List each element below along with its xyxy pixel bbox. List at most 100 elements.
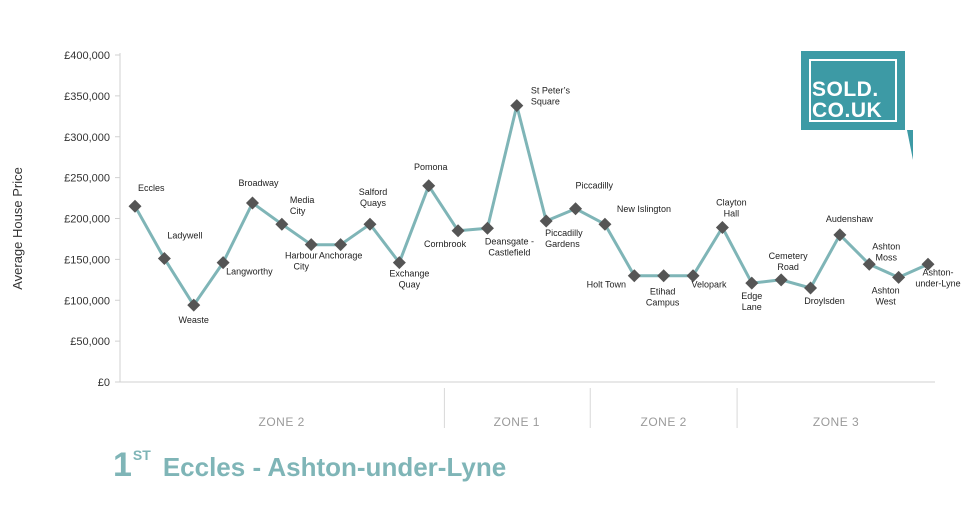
zone-label: ZONE 2 (259, 415, 305, 429)
point-label-line: Edge (741, 291, 762, 301)
point-label: New Islington (617, 204, 671, 214)
zone-label: ZONE 2 (640, 415, 686, 429)
point-label-line: Deansgate - (485, 236, 534, 246)
point-label-line: Lane (742, 302, 762, 312)
point-label-line: St Peter’s (531, 86, 571, 96)
data-point (921, 257, 935, 271)
point-label: Cornbrook (424, 239, 467, 249)
point-label: Harbour City (285, 251, 318, 272)
y-tick-label: £350,000 (64, 91, 110, 103)
point-label: Salford Quays (359, 187, 388, 208)
point-label-line: Square (531, 97, 560, 107)
point-label: Etihad Campus (646, 287, 680, 308)
data-point (892, 270, 906, 284)
data-point (451, 224, 465, 238)
data-point (833, 228, 847, 242)
data-point (157, 252, 171, 266)
point-label-line: Campus (646, 298, 680, 308)
zone-label: ZONE 3 (813, 415, 859, 429)
y-tick-label: £150,000 (64, 254, 110, 266)
point-label-line: Castlefield (488, 247, 530, 257)
y-tick-label: £250,000 (64, 173, 110, 185)
data-point (128, 199, 142, 213)
point-label: Broadway (238, 178, 279, 188)
data-point (745, 276, 759, 290)
route-rank-suffix: ST (132, 447, 151, 463)
data-point (422, 179, 436, 193)
point-label: Holt Town (587, 280, 626, 290)
point-label: Ladywell (167, 231, 202, 241)
point-label: Ashton West (872, 285, 900, 306)
point-label-line: Hall (724, 208, 740, 218)
point-label: St Peter’s Square (531, 86, 571, 107)
point-label: Ashton-under-Lyne (915, 267, 960, 288)
point-label-line: Piccadilly (545, 228, 583, 238)
logo-line-1: SOLD. (812, 78, 879, 101)
zone-label: ZONE 1 (494, 415, 540, 429)
point-label-line: Ashton (872, 285, 900, 295)
sold-co-uk-logo: SOLD. CO.UK (801, 51, 905, 130)
point-label: Anchorage (319, 251, 363, 261)
y-tick-label: £50,000 (70, 336, 110, 348)
route-heading: 1ST Eccles - Ashton-under-Lyne (113, 446, 506, 496)
point-label-line: City (293, 262, 309, 272)
point-label-line: Exchange (389, 269, 429, 279)
data-point (804, 281, 818, 295)
point-label-line: Gardens (545, 239, 580, 249)
data-point (715, 220, 729, 234)
point-label-line: Salford (359, 187, 388, 197)
data-point (774, 273, 788, 287)
y-tick-label: £200,000 (64, 214, 110, 226)
data-point (392, 256, 406, 270)
data-point (275, 217, 289, 231)
logo-line-2: CO.UK (812, 99, 883, 122)
point-label: Eccles (138, 183, 165, 193)
series-line (133, 104, 929, 307)
route-rank: 1 (113, 446, 132, 484)
logo-tail (907, 130, 913, 160)
point-label-line: Cemetery (769, 251, 809, 261)
point-label: Pomona (414, 162, 448, 172)
point-label-line: under-Lyne (915, 278, 960, 288)
point-label: Edge Lane (741, 291, 762, 312)
data-point (216, 256, 230, 270)
point-label-line: Road (777, 262, 799, 272)
point-label-line: West (875, 296, 896, 306)
point-label-line: Clayton (716, 197, 747, 207)
point-label: Clayton Hall (716, 197, 747, 218)
data-point (334, 238, 348, 252)
data-point (569, 202, 583, 216)
point-label: Weaste (179, 315, 209, 325)
data-point (627, 269, 641, 283)
point-label: Piccadilly (576, 181, 614, 191)
point-label: Droylsden (804, 296, 845, 306)
data-point (480, 221, 494, 235)
data-point (363, 217, 377, 231)
point-label: Deansgate -Castlefield (485, 236, 534, 257)
point-label: Exchange Quay (389, 269, 429, 290)
y-tick-label: £300,000 (64, 132, 110, 144)
data-point (657, 269, 671, 283)
point-label-line: Ashton (872, 241, 900, 251)
data-point (539, 214, 553, 228)
point-label: Ashton Moss (872, 241, 900, 262)
point-label: Piccadilly Gardens (545, 228, 583, 249)
line-chart: £0 £50,000 £100,000 £150,000 £200,000 £250,00… (10, 50, 961, 429)
point-label-line: City (290, 206, 306, 216)
point-label-line: Harbour (285, 251, 318, 261)
y-tick-label: £400,000 (64, 50, 110, 62)
point-label-line: Quays (360, 198, 387, 208)
y-axis-label: Average House Price (10, 167, 25, 290)
point-label: Velopark (692, 280, 728, 290)
point-label: Audenshaw (826, 214, 874, 224)
data-point (686, 269, 700, 283)
point-label-line: Moss (876, 252, 898, 262)
logo-frame (809, 59, 897, 122)
point-label: Langworthy (226, 267, 273, 277)
data-point (862, 257, 876, 271)
logo-text: SOLD. CO.UK (812, 79, 882, 121)
data-point (304, 238, 318, 252)
route-name: Eccles - Ashton-under-Lyne (162, 452, 507, 482)
data-point (245, 196, 259, 210)
